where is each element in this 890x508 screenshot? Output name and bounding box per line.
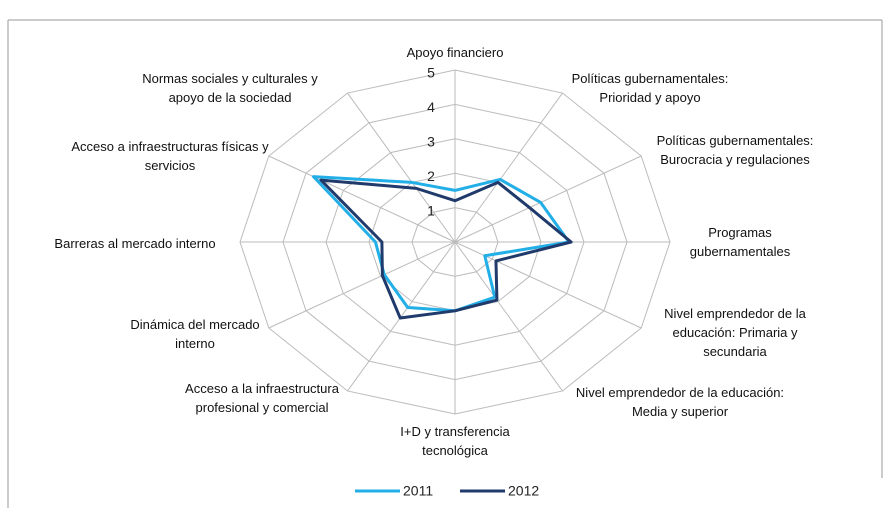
category-label: Políticas gubernamentales: Prioridad y a… [571,71,729,105]
y-tick-label: 3 [427,134,435,150]
spoke [454,92,563,243]
category-label: Programas gubernamentales [689,225,791,259]
category-label: Acceso a infraestructuras físicas y serv… [71,139,269,173]
category-label: Nivel emprendedor de la educación: Prima… [664,306,806,359]
y-tick-label: 4 [427,99,435,115]
legend-label: 2011 [403,483,433,499]
category-label: Nivel emprendedor de la educación: Media… [575,385,785,419]
category-label: I+D y transferencia tecnológica [400,424,510,458]
category-label: Apoyo financiero [406,45,504,60]
spoke [454,241,642,329]
category-label: Políticas gubernamentales: Burocracia y … [656,133,814,167]
y-tick-label: 1 [427,202,435,218]
spoke [268,155,456,243]
y-tick-label: 5 [427,65,435,81]
category-label: Normas sociales y culturales y apoyo de … [142,71,318,105]
category-label: Dinámica del mercado interno [130,317,260,351]
spoke [347,92,456,243]
y-tick-label: 2 [427,168,435,184]
category-label: Acceso a la infraestructura profesional … [185,381,339,415]
series-line [319,178,573,320]
category-label: Barreras al mercado interno [54,236,216,251]
legend-label: 2012 [508,483,539,499]
spoke [454,155,642,243]
spoke [268,241,456,329]
spoke [454,241,563,392]
